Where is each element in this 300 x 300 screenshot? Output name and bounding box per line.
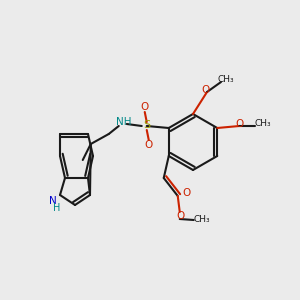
Text: O: O xyxy=(141,102,149,112)
Text: O: O xyxy=(177,211,185,221)
Text: CH₃: CH₃ xyxy=(255,119,272,128)
Text: CH₃: CH₃ xyxy=(218,74,234,83)
Text: H: H xyxy=(53,203,61,213)
Text: NH: NH xyxy=(116,117,131,127)
Text: CH₃: CH₃ xyxy=(194,215,210,224)
Text: S: S xyxy=(143,120,150,130)
Text: O: O xyxy=(145,140,153,150)
Text: O: O xyxy=(183,188,191,198)
Text: O: O xyxy=(235,119,243,129)
Text: O: O xyxy=(202,85,210,95)
Text: N: N xyxy=(49,196,57,206)
